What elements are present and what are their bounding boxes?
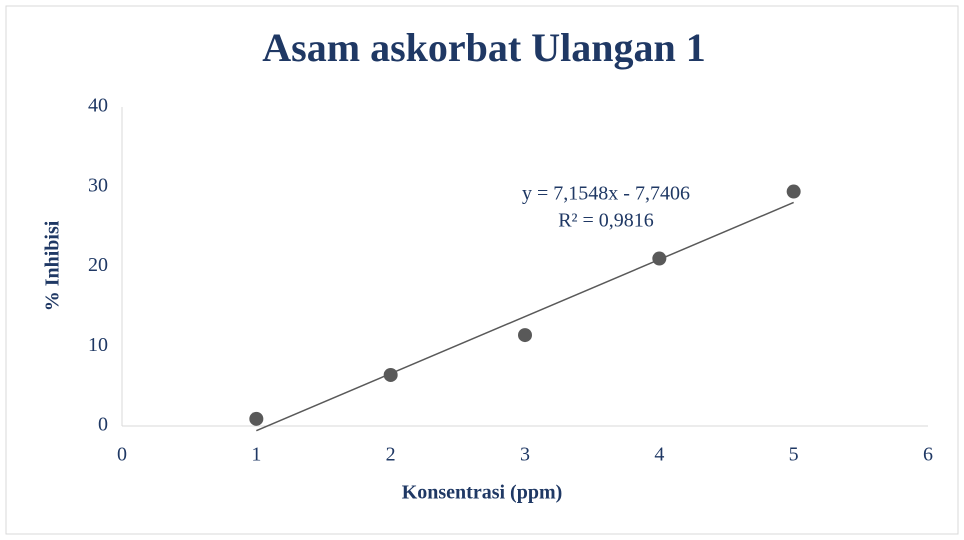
- data-point: [383, 367, 398, 382]
- x-tick-label: 2: [386, 444, 396, 466]
- y-tick-label: 10: [88, 334, 108, 356]
- trendline: [256, 201, 794, 432]
- x-tick-label: 6: [923, 444, 933, 466]
- y-tick-label: 0: [98, 414, 108, 436]
- data-point: [652, 251, 667, 266]
- x-tick-label: 4: [654, 444, 664, 466]
- chart-title: Asam askorbat Ulangan 1: [262, 25, 705, 70]
- data-point: [786, 184, 801, 199]
- x-tick-label: 3: [520, 444, 530, 466]
- x-tick-label: 0: [117, 444, 127, 466]
- y-axis-label: % Inhibisi: [42, 220, 64, 311]
- trendline-equation: y = 7,1548x - 7,7406: [522, 183, 690, 205]
- y-tick-label: 20: [88, 254, 108, 276]
- y-tick-label: 40: [88, 95, 108, 117]
- data-point: [518, 328, 532, 343]
- x-axis-label: Konsentrasi (ppm): [402, 482, 563, 504]
- x-tick-label: 5: [789, 444, 799, 466]
- chart-border: [5, 5, 959, 535]
- y-tick-label: 30: [88, 174, 108, 196]
- x-tick-label: 1: [251, 444, 261, 466]
- trendline-r2: R² = 0,9816: [558, 210, 654, 232]
- data-point: [249, 411, 264, 426]
